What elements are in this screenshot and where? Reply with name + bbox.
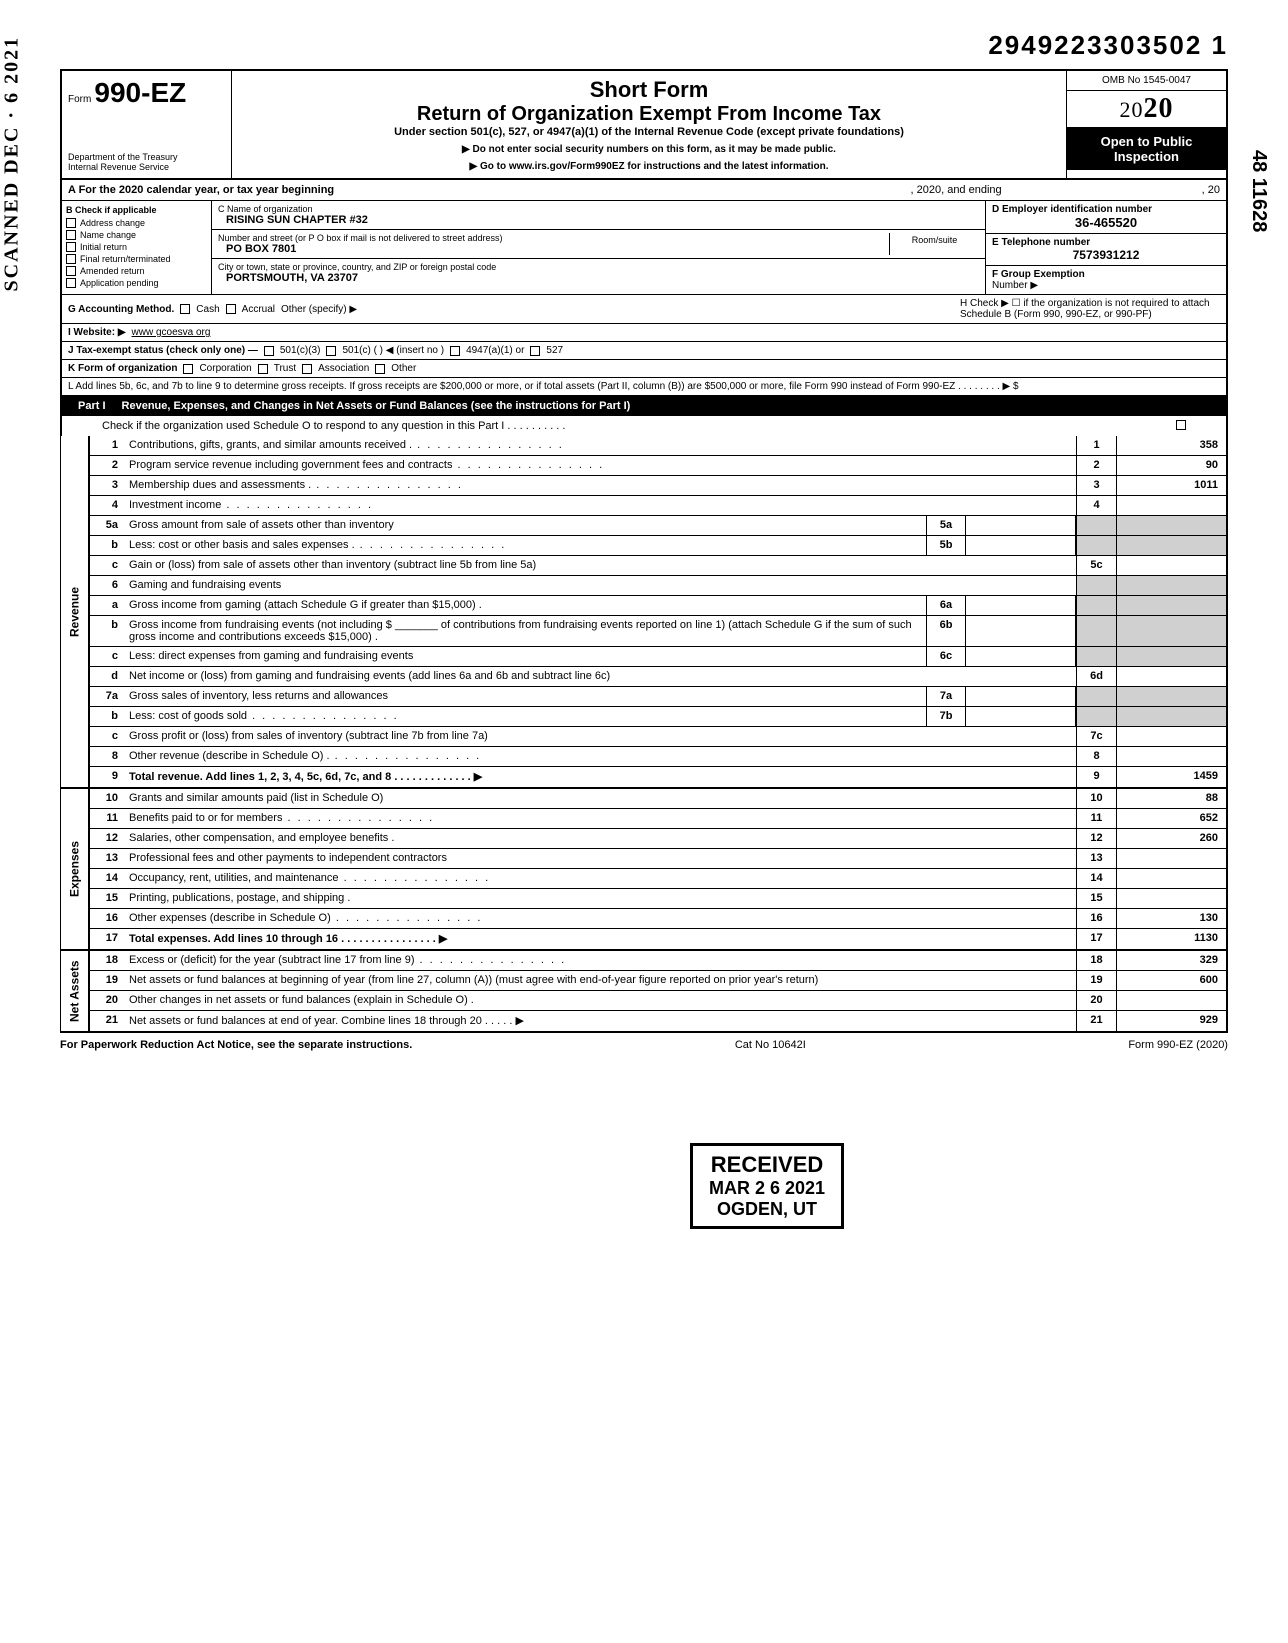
chk-name[interactable] <box>66 230 76 240</box>
line19-val: 600 <box>1116 971 1226 990</box>
street-label: Number and street (or P O box if mail is… <box>218 233 889 243</box>
side-num-right: 48 11628 <box>1247 150 1270 232</box>
revenue-section: Revenue 1Contributions, gifts, grants, a… <box>60 436 1228 789</box>
b-title: B Check if applicable <box>66 205 207 215</box>
form-number: 990-EZ <box>94 77 186 108</box>
line8-val <box>1116 747 1226 766</box>
inspection: Inspection <box>1073 149 1220 164</box>
org-name: RISING SUN CHAPTER #32 <box>218 214 979 226</box>
side-netassets: Net Assets <box>60 951 90 1031</box>
footer-mid: Cat No 10642I <box>735 1039 806 1051</box>
line7c-val <box>1116 727 1226 746</box>
header: Form 990-EZ Department of the Treasury I… <box>60 69 1228 178</box>
received-stamp: RECEIVED MAR 2 6 2021 OGDEN, UT <box>690 1143 844 1229</box>
row-a: A For the 2020 calendar year, or tax yea… <box>60 178 1228 201</box>
line20-val <box>1116 991 1226 1010</box>
website: www gcoesva org <box>132 327 211 338</box>
chk-final[interactable] <box>66 254 76 264</box>
c-name-label: C Name of organization <box>218 204 979 214</box>
line4-val <box>1116 496 1226 515</box>
dept-irs: Internal Revenue Service <box>68 162 225 172</box>
line12-val: 260 <box>1116 829 1226 848</box>
line1-val: 358 <box>1116 436 1226 455</box>
footer-left: For Paperwork Reduction Act Notice, see … <box>60 1039 412 1051</box>
line2-val: 90 <box>1116 456 1226 475</box>
line17-val: 1130 <box>1116 929 1226 949</box>
chk-amended[interactable] <box>66 266 76 276</box>
street: PO BOX 7801 <box>218 243 889 255</box>
expenses-section: Expenses 10Grants and similar amounts pa… <box>60 789 1228 951</box>
chk-accrual[interactable] <box>226 304 236 314</box>
dept-treasury: Department of the Treasury <box>68 152 225 162</box>
phone: 7573931212 <box>992 248 1220 262</box>
f-label: F Group Exemption <box>992 269 1220 280</box>
chk-initial[interactable] <box>66 242 76 252</box>
row-i: I Website: ▶ www gcoesva org <box>60 323 1228 341</box>
chk-schedule-o[interactable] <box>1176 420 1186 430</box>
chk-527[interactable] <box>530 346 540 356</box>
tax-year: 2020 <box>1067 91 1226 128</box>
part1-check: Check if the organization used Schedule … <box>60 416 1228 436</box>
line13-val <box>1116 849 1226 868</box>
row-k: K Form of organization Corporation Trust… <box>60 359 1228 377</box>
chk-corp[interactable] <box>183 364 193 374</box>
room-label: Room/suite <box>889 233 979 255</box>
city: PORTSMOUTH, VA 23707 <box>218 272 979 284</box>
part1-header: Part I Revenue, Expenses, and Changes in… <box>60 396 1228 416</box>
line15-val <box>1116 889 1226 908</box>
side-scanned: SCANNED DEC · 6 2021 <box>1 36 24 292</box>
side-expenses: Expenses <box>60 789 90 949</box>
short-form-title: Short Form <box>238 77 1060 103</box>
bullet-ssn: ▶ Do not enter social security numbers o… <box>238 144 1060 155</box>
line14-val <box>1116 869 1226 888</box>
row-h: H Check ▶ ☐ if the organization is not r… <box>960 298 1220 320</box>
city-label: City or town, state or province, country… <box>218 262 979 272</box>
chk-pending[interactable] <box>66 278 76 288</box>
line3-val: 1011 <box>1116 476 1226 495</box>
return-title: Return of Organization Exempt From Incom… <box>238 103 1060 126</box>
ein: 36-465520 <box>992 215 1220 230</box>
line5c-val <box>1116 556 1226 575</box>
chk-other[interactable] <box>375 364 385 374</box>
row-g-h: G Accounting Method. Cash Accrual Other … <box>60 294 1228 323</box>
line6d-val <box>1116 667 1226 686</box>
row-j: J Tax-exempt status (check only one) — 5… <box>60 341 1228 359</box>
chk-trust[interactable] <box>258 364 268 374</box>
row-l: L Add lines 5b, 6c, and 7b to line 9 to … <box>60 377 1228 396</box>
f-label2: Number ▶ <box>992 280 1220 291</box>
d-label: D Employer identification number <box>992 204 1220 215</box>
line9-val: 1459 <box>1116 767 1226 787</box>
doc-number: 2949223303502 1 <box>60 30 1228 61</box>
chk-address[interactable] <box>66 218 76 228</box>
chk-4947[interactable] <box>450 346 460 356</box>
footer: For Paperwork Reduction Act Notice, see … <box>60 1033 1228 1057</box>
bullet-website: ▶ Go to www.irs.gov/Form990EZ for instru… <box>238 161 1060 172</box>
chk-assoc[interactable] <box>302 364 312 374</box>
line11-val: 652 <box>1116 809 1226 828</box>
chk-cash[interactable] <box>180 304 190 314</box>
subtitle: Under section 501(c), 527, or 4947(a)(1)… <box>238 126 1060 138</box>
line21-val: 929 <box>1116 1011 1226 1031</box>
line18-val: 329 <box>1116 951 1226 970</box>
line16-val: 130 <box>1116 909 1226 928</box>
chk-501c3[interactable] <box>264 346 274 356</box>
open-public: Open to Public <box>1073 134 1220 149</box>
e-label: E Telephone number <box>992 237 1220 248</box>
netassets-section: Net Assets 18Excess or (deficit) for the… <box>60 951 1228 1033</box>
form-prefix: Form <box>68 94 91 105</box>
line10-val: 88 <box>1116 789 1226 808</box>
info-grid: B Check if applicable Address change Nam… <box>60 201 1228 294</box>
omb-number: OMB No 1545-0047 <box>1067 71 1226 91</box>
footer-right: Form 990-EZ (2020) <box>1128 1039 1228 1051</box>
chk-501c[interactable] <box>326 346 336 356</box>
side-revenue: Revenue <box>60 436 90 787</box>
